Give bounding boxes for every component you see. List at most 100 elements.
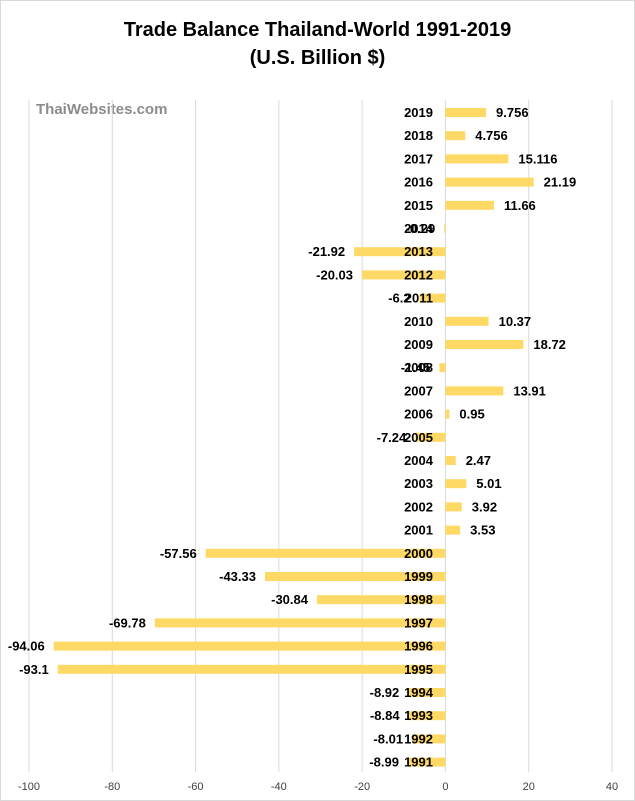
value-label: 15.116	[518, 151, 557, 166]
category-label: 2001	[404, 523, 433, 538]
bar-2003	[445, 479, 467, 489]
category-label: 1996	[404, 639, 433, 654]
value-label: -8.92	[370, 685, 400, 700]
bar-2000	[205, 548, 446, 558]
category-label: 1995	[404, 662, 433, 677]
category-label: 2019	[404, 105, 433, 120]
bar-1996	[53, 641, 446, 651]
gridlines	[28, 100, 613, 772]
bar-1995	[57, 664, 446, 674]
category-label: 2015	[404, 198, 433, 213]
bar-2007	[445, 386, 504, 396]
x-tick-label: -60	[188, 781, 204, 793]
bar-2016	[445, 177, 534, 187]
value-label: -7.24	[377, 430, 407, 445]
bar-2002	[445, 502, 462, 512]
chart-title: Trade Balance Thailand-World 1991-2019	[123, 19, 512, 41]
x-tick-label: -80	[104, 781, 120, 793]
x-tick-label: 0	[442, 781, 448, 793]
category-label: 2006	[404, 407, 433, 422]
value-label: 3.92	[472, 499, 497, 514]
x-tick-label: -20	[354, 781, 370, 793]
bar-2009	[445, 340, 524, 349]
value-label: 9.756	[496, 105, 529, 120]
labels: 2019 9.756 2018 4.756 2017 15.116 2016 21.19 201…	[8, 105, 576, 770]
value-label: 21.19	[544, 175, 577, 190]
bars	[53, 108, 534, 767]
category-label: 2009	[404, 337, 433, 352]
value-label: 0.95	[459, 407, 484, 422]
bar-1993	[408, 711, 446, 721]
value-label: -57.56	[160, 546, 197, 561]
category-label: 2017	[404, 151, 433, 166]
category-label: 1991	[404, 755, 433, 770]
value-label: -30.84	[271, 592, 309, 607]
x-axis-ticks: -100 -80 -60 -40 -20 0 20 40	[18, 781, 618, 793]
value-label: -8.84	[370, 708, 400, 723]
bar-1991	[407, 757, 446, 767]
value-label: -8.01	[373, 731, 403, 746]
value-label: 18.72	[533, 337, 566, 352]
bar-1994	[408, 688, 446, 697]
category-label: 2007	[404, 383, 433, 398]
value-label: 2.47	[466, 453, 491, 468]
category-label: 2008	[404, 360, 433, 375]
category-label: 1994	[404, 685, 434, 700]
category-label: 2018	[404, 128, 433, 143]
bar-2004	[445, 456, 456, 465]
bar-2008	[439, 363, 446, 373]
value-label: 5.01	[476, 476, 501, 491]
value-label: -1.45	[401, 360, 431, 375]
bar-2005	[415, 432, 446, 442]
chart-subtitle: (U.S. Billion $)	[249, 47, 386, 69]
category-label: 1999	[404, 569, 433, 584]
value-label: -93.1	[19, 662, 49, 677]
category-label: 1997	[404, 615, 433, 630]
value-label: -69.78	[109, 615, 146, 630]
category-label: 2016	[404, 175, 433, 190]
category-label: 2004	[404, 453, 434, 468]
value-label: 3.53	[470, 523, 495, 538]
x-tick-label: 40	[606, 781, 618, 793]
bar-1998	[317, 595, 446, 605]
bar-2006	[445, 409, 450, 419]
category-label: 2005	[404, 430, 433, 445]
category-label: 2003	[404, 476, 433, 491]
category-label: 2010	[404, 314, 433, 329]
category-label: 2000	[404, 546, 433, 561]
bar-1992	[412, 734, 446, 744]
category-label: 1992	[404, 731, 433, 746]
category-label: 2014	[404, 221, 434, 236]
x-tick-label: 20	[523, 781, 535, 793]
value-label: -94.06	[8, 639, 45, 654]
value-label: -43.33	[219, 569, 256, 584]
value-label: 13.91	[513, 383, 546, 398]
value-label: -8.99	[369, 755, 399, 770]
value-label: -21.92	[308, 244, 345, 259]
value-label: -6.2	[388, 291, 410, 306]
value-label: 11.66	[504, 198, 536, 213]
bar-2011	[419, 293, 446, 303]
x-tick-label: -40	[271, 781, 287, 793]
bar-2001	[445, 525, 461, 535]
category-label: 1998	[404, 592, 433, 607]
bar-2012	[362, 270, 446, 280]
bar-2017	[445, 154, 509, 164]
watermark: ThaiWebsites.com	[36, 101, 168, 118]
bar-2013	[354, 247, 446, 257]
x-tick-label: -100	[18, 781, 40, 793]
category-label: 1993	[404, 708, 433, 723]
value-label: -20.03	[316, 267, 353, 282]
bar-2010	[445, 316, 489, 326]
bar-2019	[445, 108, 487, 117]
value-label: 10.37	[499, 314, 532, 329]
bar-2015	[445, 200, 494, 210]
category-label: 2002	[404, 499, 433, 514]
bar-1999	[264, 572, 446, 581]
category-label: 2011	[405, 291, 433, 306]
bar-1997	[154, 618, 446, 628]
value-label: -0.29	[406, 221, 436, 236]
category-label: 2012	[404, 267, 433, 282]
value-label: 4.756	[475, 128, 508, 143]
